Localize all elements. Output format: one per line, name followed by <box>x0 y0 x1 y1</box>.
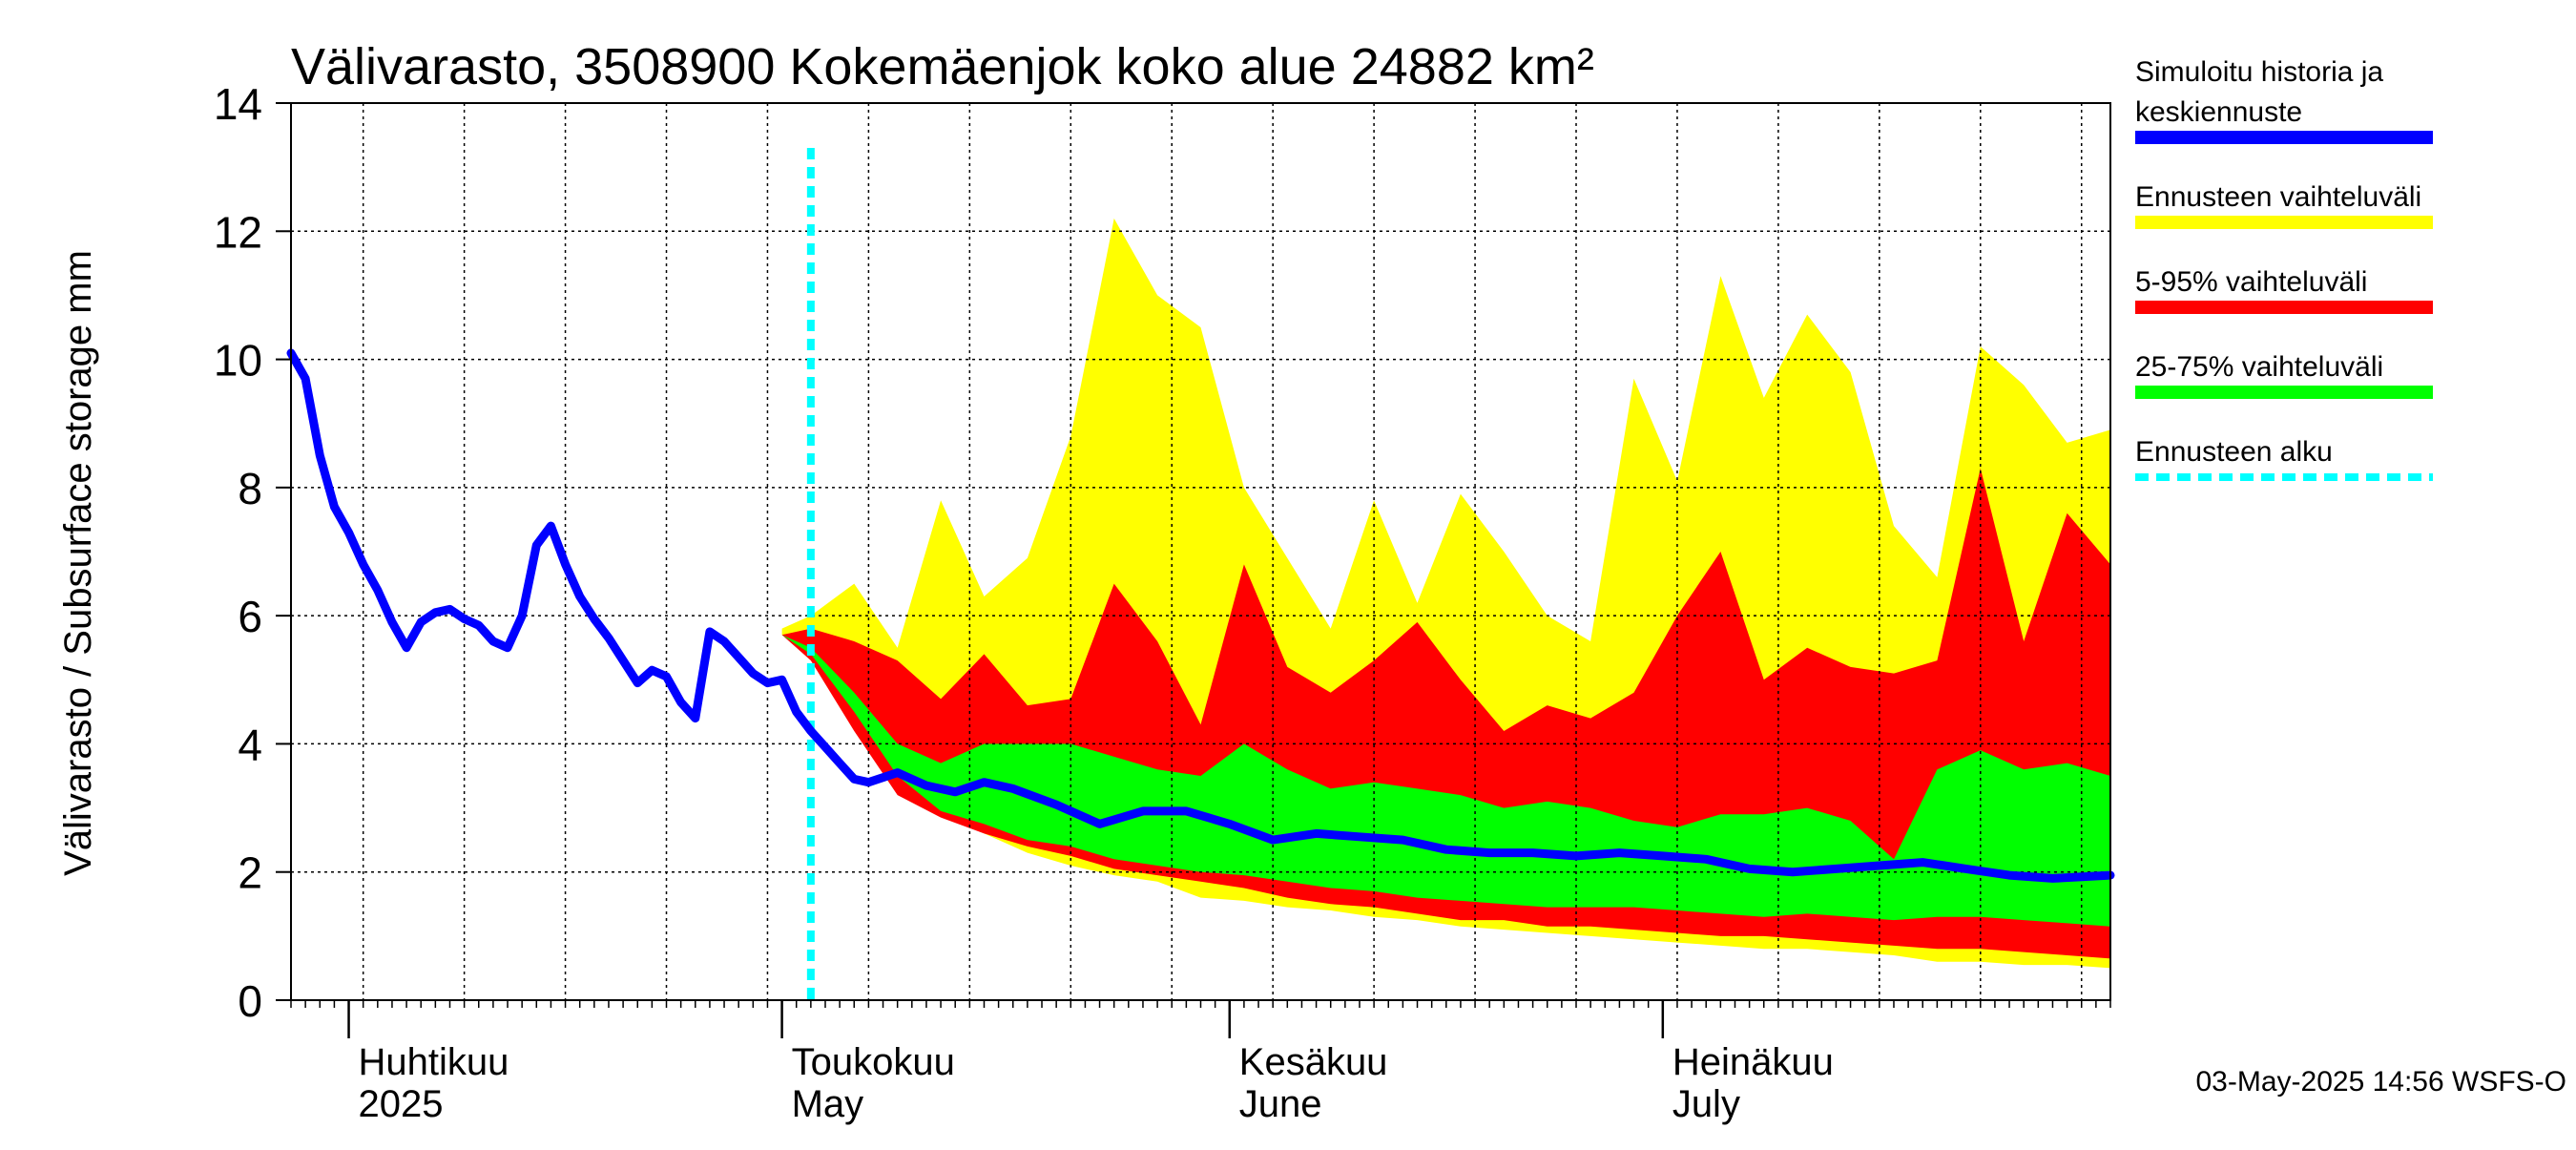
forecast-bands <box>781 218 2110 969</box>
legend-label: Ennusteen alku <box>2135 436 2333 468</box>
y-tick-label: 14 <box>214 79 262 129</box>
legend: Simuloitu historia ja keskiennuste Ennuste… <box>2135 56 2433 481</box>
chart-title: Välivarasto, 3508900 Kokemäenjok koko al… <box>291 38 1594 95</box>
y-tick-label: 10 <box>214 336 262 386</box>
y-tick-label: 12 <box>214 207 262 257</box>
y-tick-label: 0 <box>238 976 262 1026</box>
y-tick-label: 2 <box>238 848 262 898</box>
y-tick-label: 6 <box>238 592 262 641</box>
y-tick-label: 8 <box>238 464 262 513</box>
series-line-mean <box>286 348 2115 883</box>
legend-label: 25-75% vaihteluväli <box>2135 351 2383 383</box>
x-month-label-en: May <box>792 1083 864 1125</box>
legend-label: Simuloitu historia ja <box>2135 56 2383 88</box>
x-month-label-fi: Kesäkuu <box>1239 1041 1388 1083</box>
x-month-label-fi: Huhtikuu <box>359 1041 509 1083</box>
legend-label: Ennusteen vaihteluväli <box>2135 181 2421 213</box>
footer-timestamp: 03-May-2025 14:56 WSFS-O <box>2196 1066 2567 1098</box>
x-month-label-en: July <box>1672 1083 1740 1125</box>
y-tick-label: 4 <box>238 720 262 769</box>
x-month-label-en: June <box>1239 1083 1322 1125</box>
y-axis-label: Välivarasto / Subsurface storage mm <box>57 250 99 876</box>
series-lines <box>286 348 2115 883</box>
x-month-label-fi: Heinäkuu <box>1672 1041 1834 1083</box>
x-month-label-fi: Toukokuu <box>792 1041 955 1083</box>
legend-label: 5-95% vaihteluväli <box>2135 266 2367 298</box>
legend-label: keskiennuste <box>2135 96 2302 128</box>
x-month-label-en: 2025 <box>359 1083 444 1125</box>
